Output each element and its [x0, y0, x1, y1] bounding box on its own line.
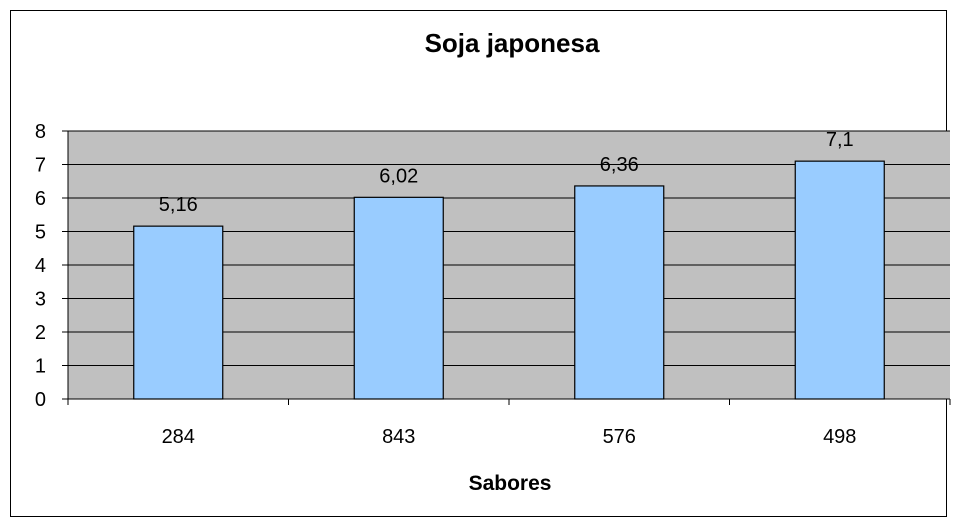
y-tick-label: 6: [35, 188, 46, 210]
chart-title: Soja japonesa: [425, 28, 600, 58]
y-tick-label: 2: [35, 322, 46, 344]
y-tick-label: 1: [35, 356, 46, 378]
bar: [794, 160, 885, 400]
x-tick-label: 284: [162, 426, 195, 448]
bar: [133, 225, 224, 400]
plot-area: 0 1 2 3 4 5 6 7 8 5,16 284 6,02 843 6,36 576 7,1 498: [35, 121, 951, 448]
bar: [574, 185, 665, 400]
x-tick-label: 843: [382, 426, 415, 448]
x-tick-label: 498: [823, 426, 856, 448]
data-label: 6,36: [600, 154, 639, 176]
y-tick-label: 7: [35, 155, 46, 177]
y-tick-label: 8: [35, 121, 46, 143]
x-tick-label: 576: [603, 426, 636, 448]
y-tick-label: 5: [35, 222, 46, 244]
y-tick-label: 3: [35, 289, 46, 311]
data-label: 5,16: [159, 194, 198, 216]
y-tick-label: 4: [35, 255, 46, 277]
data-label: 7,1: [826, 129, 854, 151]
x-axis-title: Sabores: [469, 472, 552, 495]
y-tick-label: 0: [35, 389, 46, 411]
bar: [353, 196, 444, 400]
data-label: 6,02: [379, 165, 418, 187]
